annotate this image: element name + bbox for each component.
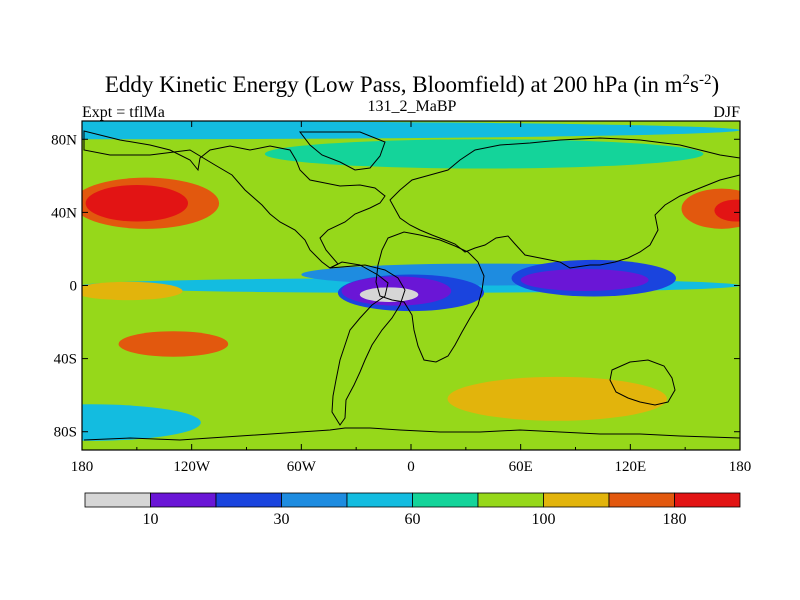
colorbar-swatch-3 [281, 492, 348, 508]
colorbar-swatch-7 [543, 492, 610, 508]
colorbar-label-0: 10 [143, 511, 159, 528]
x-tick-label-3: 0 [407, 459, 415, 475]
field-region-7 [82, 281, 183, 301]
colorbar-swatch-6 [477, 492, 544, 508]
colorbar-swatch-8 [608, 492, 675, 508]
title-main: Eddy Kinetic Energy (Low Pass, Bloomfiel… [105, 72, 683, 97]
y-tick-label-0: 80N [51, 132, 77, 148]
field-region-12 [118, 331, 229, 357]
center-label: 131_2_MaBP [368, 98, 457, 115]
colorbar-label-2: 60 [405, 511, 421, 528]
continent-outlines [83, 130, 740, 441]
colorbar-swatch-4 [346, 492, 413, 508]
colorbar-label-3: 100 [532, 511, 556, 528]
field-region-17 [82, 121, 740, 140]
field-region-14 [264, 139, 704, 169]
x-tick-label-4: 60E [509, 459, 533, 475]
field-region-6 [359, 287, 419, 302]
y-tick-label-3: 40S [54, 352, 77, 368]
title-close: ) [711, 72, 719, 97]
outline-greenland [298, 131, 386, 171]
colorbar-swatch-2 [215, 492, 282, 508]
title-unit-s: s [690, 72, 699, 97]
field-region-11 [714, 199, 740, 222]
outline-africa [375, 231, 485, 363]
field-region-15 [447, 376, 667, 421]
field-region-9 [85, 184, 189, 222]
left-label: Expt = tflMa [82, 104, 165, 121]
x-tick-label-5: 120E [614, 459, 646, 475]
chart-title: Eddy Kinetic Energy (Low Pass, Bloomfiel… [105, 72, 719, 97]
outline-south-america [329, 261, 406, 426]
field-region-13 [82, 142, 192, 173]
y-tick-label-4: 80S [54, 425, 77, 441]
x-tick-label-0: 180 [71, 459, 94, 475]
outline-eurasia [389, 137, 740, 269]
outline-antarctica [83, 427, 740, 441]
outline-north-america [83, 130, 386, 269]
x-axis: 180 120W 60W 0 60E 120E 180 [71, 121, 752, 475]
colorbar-label-1: 30 [274, 511, 290, 528]
map-field [82, 121, 740, 450]
x-tick-label-1: 120W [173, 459, 211, 475]
colorbar-label-4: 180 [663, 511, 687, 528]
outline-australia [609, 359, 676, 406]
colorbar-swatch-5 [412, 492, 479, 508]
y-axis: 80N 40N 0 40S 80S [51, 132, 740, 441]
field-region-3 [520, 269, 649, 291]
y-tick-label-2: 0 [70, 279, 78, 295]
colorbar-swatch-9 [674, 492, 741, 508]
title-sup-2: -2 [699, 72, 712, 88]
y-tick-label-1: 40N [51, 205, 77, 221]
colorbar-swatch-1 [150, 492, 217, 508]
field-region-16 [82, 404, 201, 441]
right-label: DJF [713, 104, 740, 121]
colorbar: 10 30 60 100 180 [84, 492, 741, 528]
x-tick-label-2: 60W [287, 459, 317, 475]
colorbar-swatch-0 [84, 492, 151, 508]
title-sup-1: 2 [683, 72, 691, 88]
x-tick-label-6: 180 [729, 459, 752, 475]
